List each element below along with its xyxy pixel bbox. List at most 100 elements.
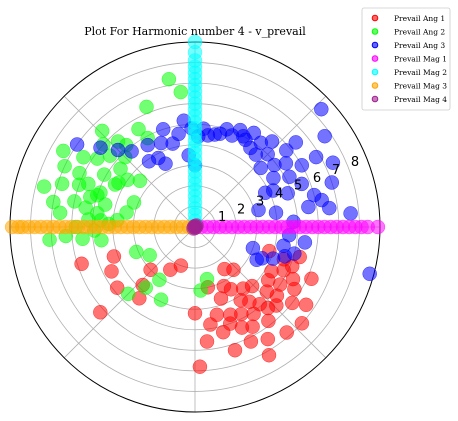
- data-point: [155, 122, 171, 137]
- legend-entry: Prevail Mag 1: [371, 54, 447, 63]
- data-point: [131, 121, 146, 137]
- series-prevail-ang-2: [36, 71, 215, 307]
- data-point: [297, 235, 313, 250]
- data-point: [362, 266, 377, 282]
- data-point: [261, 313, 276, 329]
- radial-tick-label: 4: [275, 187, 283, 202]
- data-point: [301, 199, 316, 215]
- data-point: [257, 185, 273, 201]
- data-point: [277, 248, 293, 264]
- data-point: [109, 280, 125, 295]
- data-point: [203, 317, 218, 332]
- legend-marker: [371, 82, 379, 89]
- data-point: [4, 219, 20, 235]
- legend-marker: [371, 68, 379, 76]
- data-point: [67, 194, 82, 209]
- data-point: [158, 156, 173, 171]
- data-point: [314, 101, 329, 117]
- data-point: [143, 262, 158, 278]
- data-point: [279, 325, 294, 340]
- radial-tick-label: 2: [237, 202, 245, 217]
- data-point: [199, 271, 215, 287]
- data-point: [217, 261, 232, 277]
- data-point: [90, 187, 105, 203]
- series-prevail-mag-1: [193, 219, 386, 235]
- data-point: [173, 258, 189, 273]
- data-point: [294, 158, 310, 173]
- data-point: [294, 176, 309, 192]
- data-point: [235, 281, 251, 296]
- data-point: [187, 306, 203, 321]
- data-point: [280, 186, 295, 201]
- legend-label: Prevail Mag 4: [394, 95, 447, 104]
- data-point: [71, 177, 87, 193]
- data-point: [284, 295, 300, 311]
- radial-tick-label: 3: [256, 194, 264, 209]
- data-point: [93, 305, 108, 320]
- legend-entry: Prevail Ang 1: [371, 14, 445, 23]
- legend-marker: [371, 14, 379, 22]
- series-prevail-mag-3: [4, 219, 197, 235]
- data-point: [141, 154, 157, 169]
- data-point: [306, 187, 322, 203]
- data-point: [76, 150, 91, 165]
- legend-label: Prevail Ang 3: [394, 41, 445, 50]
- series-prevail-mag-4: [186, 218, 204, 236]
- data-point: [110, 142, 126, 158]
- data-point: [245, 319, 260, 334]
- data-point: [161, 71, 177, 87]
- data-point: [251, 202, 266, 218]
- data-point: [234, 306, 249, 322]
- legend-label: Prevail Mag 2: [394, 68, 447, 77]
- data-point: [266, 170, 281, 186]
- data-point: [267, 157, 282, 173]
- data-point: [173, 84, 189, 100]
- scatter-points: [4, 34, 386, 374]
- radial-tick-label: 7: [332, 163, 340, 178]
- legend-entry: Prevail Mag 2: [371, 68, 447, 77]
- data-point: [261, 347, 277, 363]
- data-point: [36, 179, 52, 194]
- data-point: [282, 169, 297, 185]
- data-point: [343, 206, 358, 221]
- data-point: [294, 316, 310, 331]
- data-point: [120, 286, 136, 302]
- data-point: [192, 359, 208, 374]
- series-prevail-ang-3: [69, 101, 377, 282]
- data-point: [153, 292, 169, 307]
- legend-entry: Prevail Ang 3: [371, 41, 445, 50]
- data-point: [304, 271, 319, 287]
- data-point: [215, 324, 231, 340]
- data-point: [298, 297, 314, 313]
- data-point: [54, 176, 70, 192]
- data-point: [193, 283, 208, 298]
- data-point: [279, 143, 294, 158]
- data-point: [69, 137, 85, 152]
- legend-label: Prevail Ang 1: [394, 14, 445, 23]
- data-point: [93, 140, 108, 155]
- data-point: [213, 291, 229, 306]
- radial-tick-label: 1: [218, 210, 226, 225]
- legend-marker: [371, 55, 379, 62]
- chart-title: Plot For Harmonic number 4 - v_prevail: [84, 25, 306, 38]
- data-point: [199, 334, 215, 349]
- data-point: [132, 173, 148, 189]
- legend-marker: [371, 28, 379, 35]
- data-point: [152, 272, 167, 288]
- data-point: [308, 149, 324, 165]
- radial-tick-label: 6: [313, 171, 321, 186]
- data-point: [187, 34, 203, 50]
- legend: Prevail Ang 1 Prevail Ang 2 Prevail Ang 3 P…: [361, 7, 451, 111]
- radial-tick-label: 8: [351, 155, 359, 170]
- data-point: [94, 123, 110, 139]
- data-point: [139, 99, 154, 115]
- data-point: [138, 280, 154, 295]
- series-prevail-mag-2: [187, 34, 203, 229]
- data-point: [227, 342, 243, 358]
- data-point: [272, 277, 288, 292]
- data-point: [288, 135, 304, 150]
- data-point: [96, 167, 112, 182]
- data-point: [322, 200, 337, 216]
